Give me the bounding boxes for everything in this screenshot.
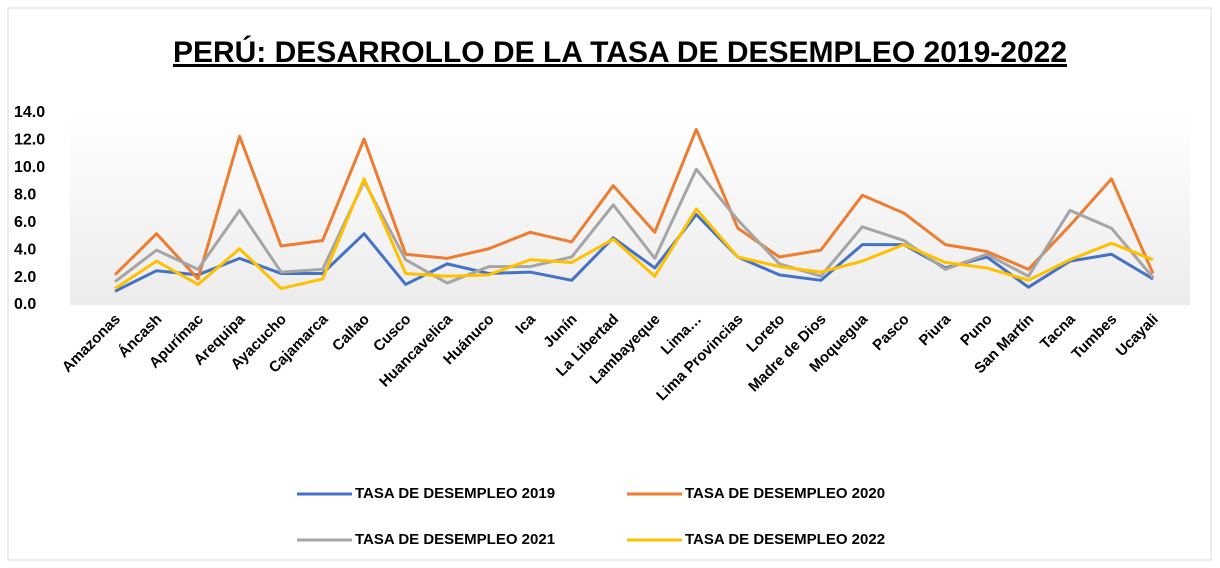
y-tick-label: 2.0: [14, 269, 36, 286]
data-line: [114, 167, 1155, 285]
legend-label: TASA DE DESEMPLEO 2019: [355, 485, 555, 502]
chart-title: PERÚ: DESARROLLO DE LA TASA DE DESEMPLEO…: [173, 35, 1067, 69]
y-tick-label: 10.0: [14, 159, 45, 176]
legend-label: TASA DE DESEMPLEO 2020: [685, 485, 885, 502]
y-tick-label: 12.0: [14, 132, 45, 149]
legend-label: TASA DE DESEMPLEO 2021: [355, 531, 555, 548]
legend-label: TASA DE DESEMPLEO 2022: [685, 531, 885, 548]
data-line: [114, 212, 1154, 293]
y-tick-label: 4.0: [14, 241, 36, 258]
data-line: [114, 177, 1154, 291]
y-tick-label: 6.0: [14, 214, 36, 231]
data-line: [113, 127, 1155, 281]
y-tick-label: 0.0: [14, 296, 36, 313]
y-tick-label: 14.0: [14, 104, 45, 121]
y-tick-label: 8.0: [14, 187, 36, 204]
